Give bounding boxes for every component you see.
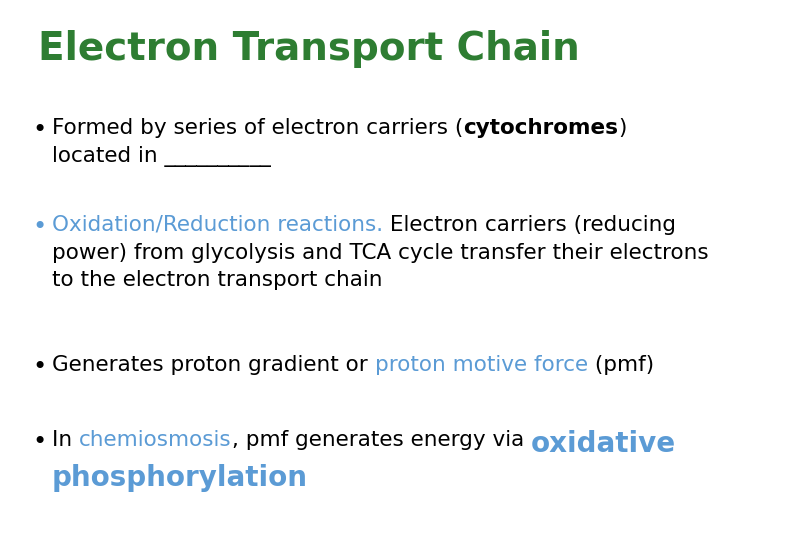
Text: Electron Transport Chain: Electron Transport Chain bbox=[38, 30, 580, 68]
Text: •: • bbox=[32, 118, 46, 142]
Text: ): ) bbox=[618, 118, 627, 138]
Text: •: • bbox=[32, 215, 46, 239]
Text: Oxidation/Reduction reactions.: Oxidation/Reduction reactions. bbox=[52, 215, 383, 235]
Text: to the electron transport chain: to the electron transport chain bbox=[52, 270, 382, 290]
Text: chemiosmosis: chemiosmosis bbox=[79, 430, 232, 450]
Text: Electron carriers (reducing: Electron carriers (reducing bbox=[383, 215, 676, 235]
Text: •: • bbox=[32, 355, 46, 379]
Text: cytochromes: cytochromes bbox=[463, 118, 618, 138]
Text: In: In bbox=[52, 430, 79, 450]
Text: Formed by series of electron carriers (: Formed by series of electron carriers ( bbox=[52, 118, 463, 138]
Text: phosphorylation: phosphorylation bbox=[52, 464, 308, 492]
Text: Generates proton gradient or: Generates proton gradient or bbox=[52, 355, 374, 375]
Text: proton motive force: proton motive force bbox=[374, 355, 588, 375]
Text: , pmf generates energy via: , pmf generates energy via bbox=[232, 430, 531, 450]
Text: power) from glycolysis and TCA cycle transfer their electrons: power) from glycolysis and TCA cycle tra… bbox=[52, 243, 709, 263]
Text: oxidative: oxidative bbox=[531, 430, 676, 458]
Text: located in __________: located in __________ bbox=[52, 146, 271, 167]
Text: (pmf): (pmf) bbox=[588, 355, 654, 375]
Text: •: • bbox=[32, 430, 46, 454]
